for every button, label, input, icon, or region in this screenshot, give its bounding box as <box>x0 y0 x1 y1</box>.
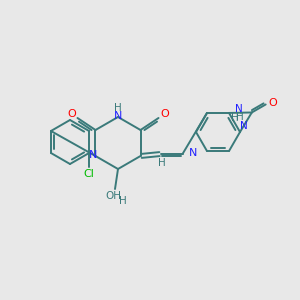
Text: N: N <box>235 104 243 114</box>
Text: H: H <box>231 113 239 123</box>
Text: H: H <box>236 112 244 122</box>
Text: OH: OH <box>105 191 121 201</box>
Text: H: H <box>114 103 122 113</box>
Text: N: N <box>188 148 197 158</box>
Text: Cl: Cl <box>84 169 94 179</box>
Text: O: O <box>67 109 76 119</box>
Text: H: H <box>158 158 165 168</box>
Text: O: O <box>268 98 277 109</box>
Text: N: N <box>240 121 248 131</box>
Text: O: O <box>160 109 169 119</box>
Text: N: N <box>89 150 98 160</box>
Text: N: N <box>114 111 122 121</box>
Text: H: H <box>119 196 127 206</box>
